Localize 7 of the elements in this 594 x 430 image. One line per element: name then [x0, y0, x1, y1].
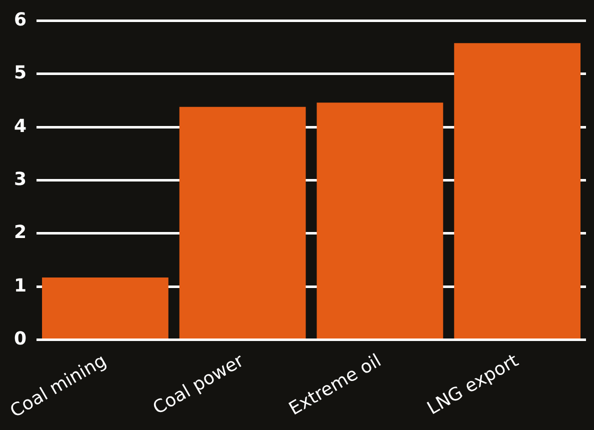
y-tick-label: 2: [14, 222, 27, 244]
y-tick-label: 5: [14, 62, 27, 84]
y-tick-label: 1: [14, 275, 27, 296]
y-tick-label: 4: [14, 116, 27, 137]
y-tick-label: 0: [14, 328, 27, 350]
y-tick-label: 3: [14, 168, 27, 190]
y-tick-label: 6: [14, 9, 27, 30]
